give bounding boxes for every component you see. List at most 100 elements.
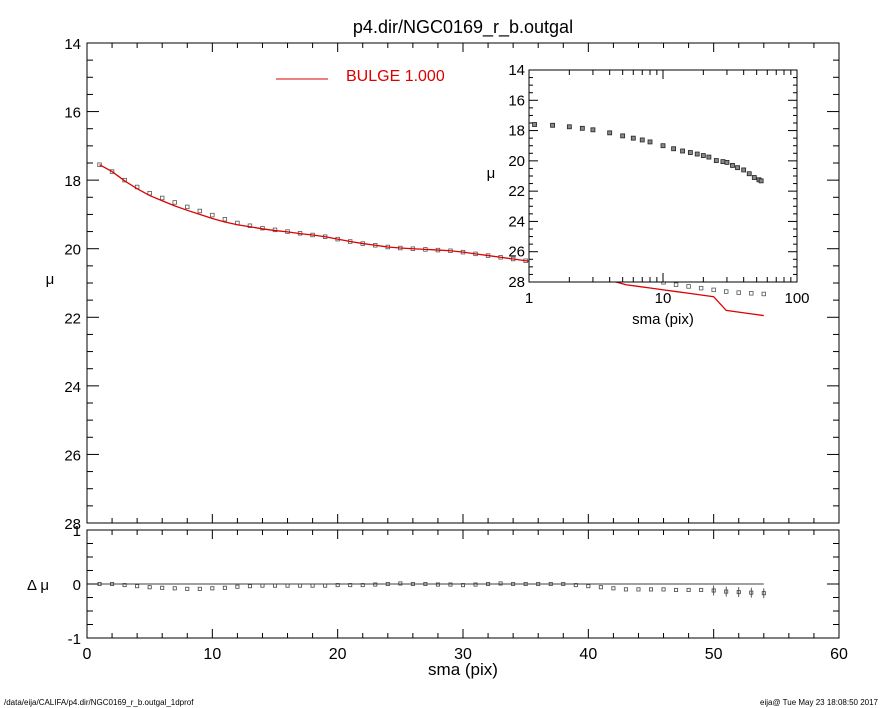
footer-timestamp: eija@ Tue May 23 18:08:50 2017	[760, 698, 879, 707]
residual-x-tick-label: 10	[203, 646, 221, 663]
residual-data-point	[172, 586, 177, 591]
residual-series	[97, 581, 766, 599]
residual-data-point	[247, 584, 252, 589]
residual-data-point	[298, 583, 303, 588]
residual-data-point	[561, 582, 566, 587]
main-data-point	[247, 223, 253, 228]
inset-y-tick-label: 22	[508, 183, 525, 200]
residual-data-point	[410, 582, 415, 587]
residual-x-tick-label: 0	[83, 646, 92, 663]
inset-data-point	[620, 133, 626, 139]
main-data-point	[222, 217, 228, 222]
residual-data-point	[699, 587, 704, 592]
inset-data-point	[751, 175, 757, 180]
main-series	[97, 162, 766, 317]
residual-data-point	[260, 583, 265, 588]
main-data-point	[711, 287, 716, 293]
main-data-point	[109, 169, 115, 174]
residual-data-point	[473, 582, 478, 587]
inset-data-point	[700, 153, 706, 158]
residual-x-tick-label: 60	[830, 646, 848, 663]
main-data-point	[749, 291, 754, 296]
inset-y-tick-label: 24	[508, 213, 525, 230]
inset-y-tick-label: 26	[508, 244, 525, 261]
inset-data-point	[746, 171, 752, 177]
inset-data-point	[758, 178, 764, 184]
residual-data-point	[573, 583, 578, 588]
residual-data-point	[398, 581, 403, 586]
residual-data-point	[385, 582, 390, 587]
inset-data-point	[724, 159, 730, 165]
main-y-tick-label: 28	[64, 516, 81, 533]
residual-data-point	[711, 588, 716, 593]
residual-data-point	[197, 586, 202, 591]
residual-y-tick-label: 1	[73, 523, 81, 540]
inset-data-point	[713, 158, 719, 163]
main-data-point	[159, 195, 165, 201]
inset-data-point	[550, 122, 555, 128]
residual-data-point	[661, 587, 666, 592]
residual-data-point	[310, 583, 315, 588]
main-y-tick-label: 14	[64, 36, 81, 53]
residual-data-point	[360, 583, 365, 588]
inset-data-point	[720, 159, 726, 165]
residual-data-point	[348, 583, 353, 588]
inset-data-point	[639, 137, 645, 143]
chart-title: p4.dir/NGC0169_r_b.outgal	[353, 17, 573, 38]
residual-data-point	[649, 587, 654, 592]
main-y-tick-label: 18	[64, 173, 81, 190]
main-data-point	[724, 289, 729, 294]
residual-x-tick-label: 30	[454, 646, 472, 663]
residual-data-point	[623, 587, 628, 592]
inset-data-point	[694, 151, 700, 157]
main-data-point	[197, 208, 202, 214]
residual-data-point	[486, 582, 491, 587]
residual-data-point	[122, 583, 127, 588]
residual-data-point	[548, 582, 553, 587]
residual-data-point	[135, 584, 140, 589]
residual-data-point	[498, 581, 503, 586]
residual-data-point	[511, 582, 516, 587]
inset-y-tick-label: 14	[508, 62, 525, 79]
inset-data-point	[532, 122, 537, 127]
residual-data-point	[674, 587, 679, 592]
inset-data-point	[741, 167, 747, 173]
inset-data-point	[687, 150, 693, 155]
residual-data-point	[285, 583, 290, 588]
main-data-point	[172, 200, 177, 205]
footer-file-path: /data/eija/CALIFA/p4.dir/NGC0169_r_b.out…	[4, 698, 194, 707]
residual-data-point	[210, 586, 215, 591]
main-y-tick-label: 26	[64, 447, 81, 464]
inset-data-point	[647, 139, 653, 145]
residual-data-point	[160, 585, 165, 590]
residual-data-point	[736, 590, 741, 595]
inset-data-point	[680, 148, 685, 154]
main-data-point	[698, 285, 704, 291]
residual-data-point	[435, 582, 440, 587]
main-y-tick-label: 24	[64, 379, 81, 396]
residual-data-point	[222, 585, 227, 590]
residual-panel: 0 10 20 30 40 50 60-101 Δ μ sma (pix)	[27, 523, 848, 679]
residual-data-point	[586, 584, 591, 589]
main-data-point	[673, 282, 679, 287]
inset-panel: 1 10 100 14 16 18 20 22 24 26 28 μ sma (pix)	[487, 62, 810, 328]
inset-data-point	[730, 162, 735, 168]
inset-data-point	[706, 154, 712, 160]
inset-x-axis-label: sma (pix)	[632, 311, 694, 328]
residual-data-point	[598, 585, 603, 590]
inset-data-point	[735, 165, 740, 171]
residual-y-tick-label: -1	[68, 631, 81, 648]
residual-data-point	[272, 583, 277, 588]
residual-data-point	[110, 582, 115, 587]
inset-data-point	[566, 124, 572, 130]
residual-data-point	[373, 582, 378, 587]
inset-data-point	[607, 130, 613, 136]
main-y-axis-label: μ	[46, 271, 55, 288]
residual-data-point	[235, 584, 240, 589]
residual-y-tick-label: 0	[73, 577, 81, 594]
inset-plot-frame	[528, 69, 798, 283]
bulge-model-line	[99, 164, 764, 317]
main-y-tick-label: 20	[64, 242, 81, 259]
residual-data-point	[523, 582, 528, 587]
residual-x-tick-label: 20	[329, 646, 347, 663]
